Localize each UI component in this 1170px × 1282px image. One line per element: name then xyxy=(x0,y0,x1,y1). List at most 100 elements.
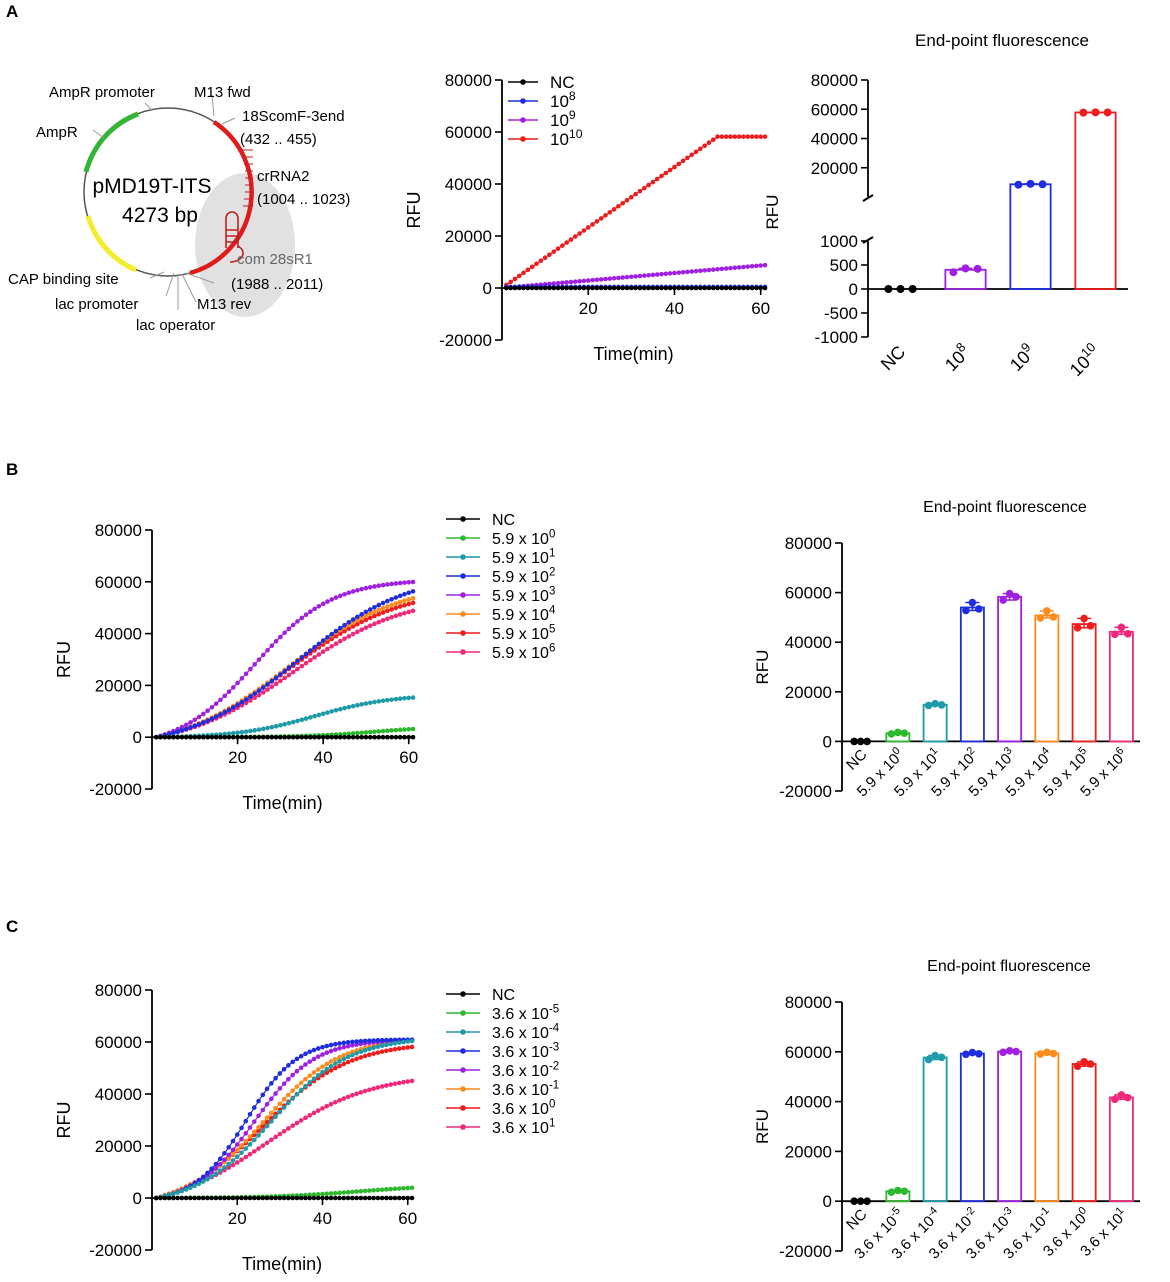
crrna2-hairpin xyxy=(225,211,244,263)
data-point xyxy=(342,734,347,740)
data-point xyxy=(294,1084,300,1089)
data-point xyxy=(362,1053,368,1059)
b-bar-chart: End-point fluorescence -20000 0 20000 40000 6… xyxy=(753,499,1140,801)
bar xyxy=(1108,1096,1134,1203)
data-point xyxy=(248,666,253,672)
data-point xyxy=(372,621,377,627)
bar-lower-ytick-label: 500 xyxy=(830,256,858,275)
data-point xyxy=(392,1186,398,1192)
data-point xyxy=(350,731,356,736)
data-point xyxy=(560,285,565,291)
data-point xyxy=(329,709,335,714)
data-point xyxy=(294,1195,300,1201)
data-point xyxy=(723,266,729,271)
data-point xyxy=(298,1087,304,1093)
data-point xyxy=(299,663,305,669)
data-point xyxy=(273,723,279,729)
data-point xyxy=(298,1118,304,1123)
bar-point xyxy=(1103,108,1112,117)
data-point xyxy=(342,705,347,711)
data-point xyxy=(355,730,360,736)
data-point xyxy=(332,1065,338,1071)
bar-point xyxy=(1124,1093,1132,1102)
data-point xyxy=(572,234,578,239)
data-point xyxy=(269,1195,274,1201)
data-point xyxy=(392,1081,398,1087)
data-point xyxy=(698,268,703,274)
data-point xyxy=(367,1046,372,1052)
label-m13-rev: M13 rev xyxy=(197,296,252,313)
data-point xyxy=(239,1195,244,1201)
data-point xyxy=(641,285,647,291)
data-point xyxy=(260,1143,266,1148)
bar-point xyxy=(887,730,896,738)
data-point xyxy=(663,285,669,291)
data-point xyxy=(410,734,416,740)
data-point xyxy=(393,595,399,600)
data-point xyxy=(385,728,390,734)
data-point xyxy=(745,285,751,291)
data-point xyxy=(205,1176,210,1182)
data-point xyxy=(363,585,369,591)
data-point xyxy=(256,1133,261,1138)
legend-marker xyxy=(520,79,526,85)
data-point xyxy=(315,1108,321,1113)
bar-point xyxy=(931,1051,939,1060)
data-point xyxy=(341,1044,347,1050)
data-point xyxy=(590,285,595,291)
data-point xyxy=(162,1195,168,1201)
category-label: NC xyxy=(877,342,910,375)
data-point xyxy=(402,591,407,597)
x-tick-label: 60 xyxy=(399,748,418,767)
data-point xyxy=(359,702,364,707)
data-point xyxy=(359,730,364,736)
legend-marker xyxy=(520,98,526,104)
data-point xyxy=(393,734,399,740)
data-point xyxy=(585,225,591,230)
legend-label: 5.9 x 106 xyxy=(492,643,555,662)
data-point xyxy=(698,285,703,291)
data-point xyxy=(346,734,352,740)
data-point xyxy=(389,581,394,587)
data-point xyxy=(345,1054,351,1060)
data-point xyxy=(192,717,198,723)
data-point xyxy=(396,1186,402,1191)
bar-point xyxy=(884,285,893,293)
data-point xyxy=(315,1054,321,1059)
data-point xyxy=(243,697,249,702)
bar-point xyxy=(1080,1057,1088,1066)
y-axis-label: RFU xyxy=(54,1102,74,1139)
data-point xyxy=(689,152,695,158)
bar-point xyxy=(924,701,933,710)
data-point xyxy=(153,1195,159,1201)
bar-point xyxy=(1005,1047,1014,1055)
data-point xyxy=(230,1162,236,1168)
data-point xyxy=(324,1066,330,1072)
data-point xyxy=(393,696,399,702)
data-point xyxy=(278,634,283,640)
bar-point xyxy=(1091,108,1100,117)
data-point xyxy=(749,134,755,139)
data-point xyxy=(363,730,369,735)
data-point xyxy=(611,207,617,212)
data-point xyxy=(230,1158,236,1163)
data-point xyxy=(290,1088,295,1094)
label-com28: com 28sR1 xyxy=(237,251,313,268)
category-label: 108 xyxy=(939,339,975,375)
data-point xyxy=(269,643,275,649)
data-point xyxy=(286,1126,291,1131)
plasmid-map: pMD19T-ITS 4273 bp AmpR promoter M13 fwd… xyxy=(8,84,350,334)
data-point xyxy=(328,1191,334,1196)
data-point xyxy=(359,734,364,740)
data-point xyxy=(332,1047,338,1052)
data-point xyxy=(153,734,159,740)
data-point xyxy=(350,1039,355,1045)
data-point xyxy=(192,723,198,729)
data-point xyxy=(260,1195,266,1201)
data-point xyxy=(226,707,232,713)
data-point xyxy=(251,1105,257,1110)
data-point xyxy=(307,1059,313,1064)
data-point xyxy=(222,693,228,699)
legend-label: 3.6 x 10-3 xyxy=(492,1042,559,1061)
